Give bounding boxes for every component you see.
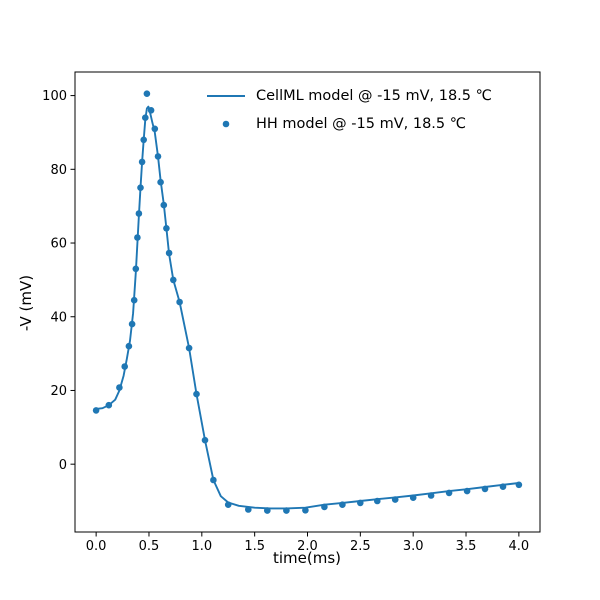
- x-tick-label: 4.0: [509, 539, 530, 554]
- hh-marker: [132, 265, 140, 273]
- hh-marker: [140, 136, 147, 144]
- x-axis-label: time(ms): [272, 549, 342, 567]
- y-tick-label: 100: [42, 89, 67, 104]
- hh-marker: [321, 503, 328, 511]
- hh-marker: [165, 249, 173, 257]
- hh-marker: [374, 497, 381, 505]
- x-tick-label: 2.5: [350, 539, 371, 554]
- hh-marker: [151, 125, 159, 133]
- hh-marker: [427, 492, 435, 499]
- hh-marker: [135, 210, 143, 217]
- hh-marker: [160, 201, 168, 209]
- hh-marker: [138, 158, 146, 166]
- hh-marker: [391, 496, 399, 503]
- hh-marker: [163, 225, 170, 232]
- legend-dot-swatch-icon: [222, 120, 230, 128]
- x-tick-label: 1.5: [244, 539, 265, 554]
- x-tick-label: 2.0: [297, 539, 318, 554]
- hh-marker: [264, 507, 271, 514]
- hh-marker: [125, 342, 133, 350]
- hh-marker: [154, 153, 162, 160]
- y-tick-label: 0: [59, 458, 67, 473]
- hh-marker: [137, 184, 144, 191]
- hh-marker: [170, 276, 177, 284]
- hh-marker: [147, 107, 155, 114]
- hh-marker: [128, 320, 136, 328]
- hh-marker: [185, 344, 193, 352]
- hh-marker: [409, 494, 417, 502]
- hh-marker: [302, 507, 309, 514]
- hh-marker: [130, 296, 138, 304]
- legend: CellML model @ -15 mV, 18.5 ℃ HH model @…: [206, 82, 492, 138]
- x-tick-label: 3.5: [456, 539, 477, 554]
- legend-item-hh: HH model @ -15 mV, 18.5 ℃: [206, 110, 492, 138]
- x-tick-label: 1.0: [191, 539, 212, 554]
- hh-marker: [134, 234, 141, 241]
- hh-marker: [339, 501, 346, 509]
- hh-marker: [283, 507, 290, 514]
- hh-marker: [515, 481, 523, 489]
- legend-label-cellml: CellML model @ -15 mV, 18.5 ℃: [256, 88, 492, 104]
- hh-marker: [176, 298, 183, 306]
- y-tick-label: 60: [50, 237, 67, 252]
- hh-marker: [210, 476, 217, 484]
- hh-marker: [105, 401, 113, 409]
- hh-marker: [224, 501, 232, 509]
- hh-marker: [121, 363, 128, 370]
- hh-marker: [143, 90, 151, 97]
- x-tick-label: 0.0: [86, 539, 107, 554]
- hh-marker: [157, 178, 164, 186]
- y-axis-label: -V (mV): [17, 274, 35, 332]
- cellml-line: [95, 105, 520, 510]
- hh-marker: [201, 436, 209, 444]
- hh-marker: [463, 487, 471, 495]
- y-tick-label: 40: [50, 310, 67, 325]
- legend-label-hh: HH model @ -15 mV, 18.5 ℃: [256, 116, 467, 132]
- hh-marker: [445, 489, 453, 497]
- hh-marker: [499, 483, 507, 491]
- hh-marker: [92, 407, 100, 414]
- x-tick-label: 0.5: [139, 539, 160, 554]
- hh-marker: [142, 114, 149, 121]
- hh-marker: [481, 485, 489, 493]
- hh-marker: [193, 390, 200, 398]
- legend-line-swatch-icon: [207, 95, 245, 97]
- hh-marker: [245, 506, 252, 513]
- hh-marker: [357, 499, 364, 507]
- hh-marker: [116, 384, 123, 391]
- y-tick-label: 80: [50, 163, 67, 178]
- y-tick-label: 20: [50, 384, 67, 399]
- legend-item-cellml: CellML model @ -15 mV, 18.5 ℃: [206, 82, 492, 110]
- x-tick-label: 3.0: [403, 539, 424, 554]
